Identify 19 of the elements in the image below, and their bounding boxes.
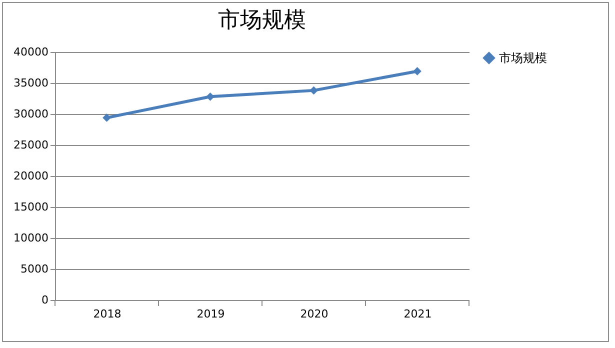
- legend-label: 市场规模: [499, 51, 547, 65]
- y-tick-label: 0: [42, 294, 48, 306]
- y-tick-label: 25000: [14, 138, 48, 152]
- y-tick-label: 40000: [14, 46, 48, 58]
- y-tick-label: 35000: [14, 76, 48, 90]
- point: [102, 114, 111, 122]
- y-tick-label: 15000: [14, 200, 48, 214]
- y-tick-label: 20000: [14, 170, 48, 182]
- point: [310, 86, 318, 95]
- x-tick-label: 2021: [404, 308, 432, 320]
- x-tick-label: 2018: [93, 308, 122, 320]
- chart-title: 市场规模: [218, 8, 306, 33]
- point: [413, 67, 422, 76]
- x-tick-label: 2019: [196, 308, 225, 320]
- point: [206, 92, 214, 101]
- x-tick-label: 2020: [300, 308, 328, 320]
- y-tick-label: 5000: [20, 262, 48, 276]
- y-tick-label: 10000: [14, 232, 48, 244]
- y-tick-label: 30000: [14, 108, 48, 120]
